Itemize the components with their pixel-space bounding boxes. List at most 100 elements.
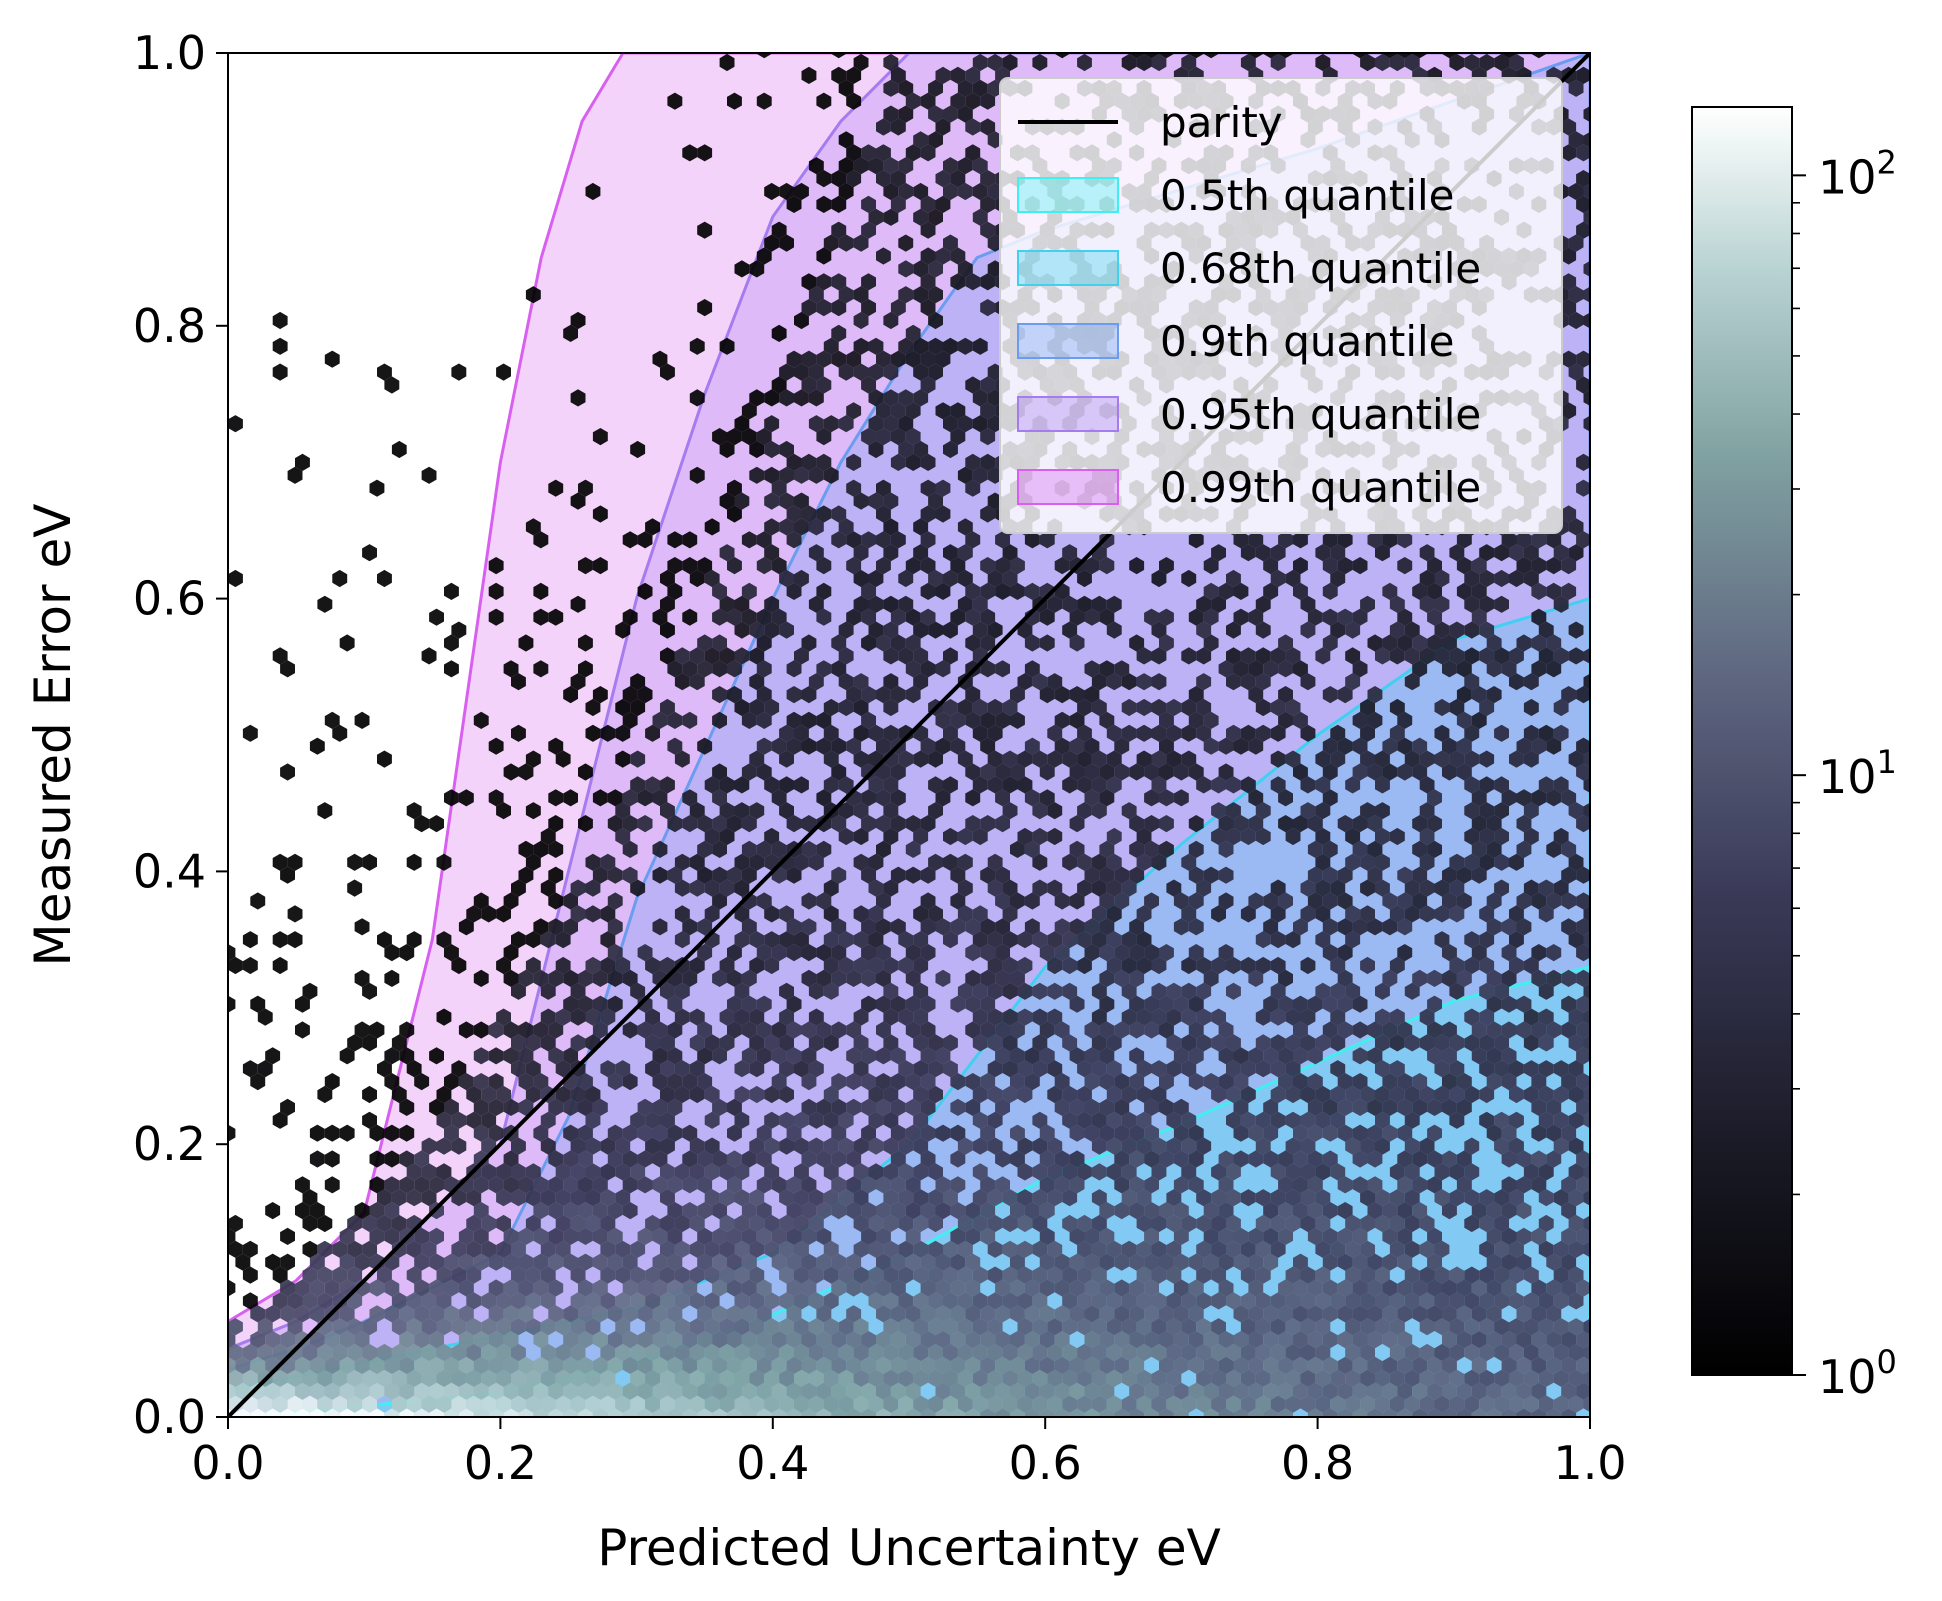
hexbin-cell: [1538, 1189, 1554, 1207]
hexbin-cell: [347, 1395, 363, 1413]
hexbin-cell: [592, 866, 608, 884]
hexbin-cell: [421, 647, 437, 665]
hexbin-cell: [1434, 1060, 1450, 1078]
hexbin-cell: [846, 737, 862, 755]
hexbin-cell: [1509, 544, 1524, 562]
hexbin-cell: [808, 982, 824, 1000]
hexbin-cell: [607, 1202, 623, 1220]
hexbin-cell: [600, 1266, 616, 1284]
hexbin-cell: [935, 969, 951, 987]
hexbin-cell: [622, 789, 638, 807]
hexbin-cell: [1039, 1382, 1055, 1400]
hexbin-cell: [1099, 1356, 1115, 1374]
hexbin-cell: [823, 724, 839, 742]
hexbin-cell: [533, 531, 549, 549]
hexbin-cell: [1471, 711, 1487, 729]
hexbin-cell: [1345, 982, 1361, 1000]
hexbin-cell: [667, 711, 683, 729]
hexbin-cell: [831, 815, 847, 833]
hexbin-cell: [1159, 1305, 1174, 1323]
hexbin-cell: [1293, 582, 1308, 600]
hexbin-cell: [488, 1021, 504, 1039]
hexbin-cell: [429, 1176, 444, 1194]
hexbin-cell: [563, 1408, 578, 1417]
hexbin-cell: [548, 815, 564, 833]
hexbin-cell: [1568, 750, 1584, 768]
hexbin-cell: [622, 1331, 638, 1349]
hexbin-cell: [712, 763, 727, 781]
hexbin-cell: [488, 1382, 504, 1400]
hexbin-cell: [1039, 1202, 1055, 1220]
hexbin-cell: [622, 1305, 638, 1323]
hexbin-cell: [1434, 750, 1450, 768]
hexbin-cell: [868, 363, 884, 381]
hexbin-cell: [1330, 1085, 1346, 1104]
hexbin-cell: [1583, 751, 1590, 768]
hexbin-cell: [1337, 557, 1353, 575]
hexbin-cell: [1255, 1214, 1271, 1233]
hexbin-cell: [682, 1279, 698, 1297]
hexbin-cell: [749, 1292, 765, 1310]
hexbin-cell: [1330, 1369, 1346, 1387]
hexbin-cell: [1211, 1240, 1226, 1258]
hexbin-cell: [444, 789, 459, 807]
hexbin-cell: [444, 1305, 459, 1323]
hexbin-cell: [1173, 763, 1189, 781]
hexbin-cell: [1002, 1008, 1018, 1026]
hexbin-cell: [749, 1034, 765, 1052]
hexbin-cell: [1427, 1227, 1442, 1245]
hexbin-cell: [980, 582, 996, 600]
hexbin-cell: [786, 1253, 802, 1271]
hexbin-cell: [295, 1408, 310, 1417]
hexbin-cell: [756, 892, 772, 910]
hexbin-cell: [228, 569, 243, 588]
hexbin-cell: [607, 944, 623, 962]
hexbin-cell: [712, 1227, 727, 1245]
hexbin-cell: [1166, 1214, 1182, 1233]
hexbin-cell: [1397, 1305, 1413, 1323]
hexbin-cell: [1531, 1331, 1547, 1349]
hexbin-cell: [302, 1240, 318, 1258]
hexbin-cell: [1501, 1021, 1517, 1039]
hexbin-cell: [660, 621, 675, 639]
hexbin-cell: [347, 879, 363, 897]
hexbin-cell: [853, 1060, 869, 1078]
hexbin-cell: [1091, 1292, 1107, 1310]
hexbin-cell: [518, 1356, 534, 1374]
hexbin-cell: [481, 1395, 497, 1413]
hexbin-cell: [980, 1202, 996, 1220]
hexbin-cell: [1203, 608, 1219, 626]
hexbin-cell: [1002, 879, 1018, 897]
hexbin-cell: [674, 1395, 690, 1413]
hexbin-cell: [1203, 969, 1219, 987]
hexbin-cell: [637, 944, 653, 962]
hexbin-cell: [727, 1408, 742, 1417]
hexbin-cell: [1516, 789, 1532, 807]
hexbin-cell: [630, 673, 646, 691]
hexbin-cell: [525, 1266, 541, 1284]
hexbin-cell: [1196, 1240, 1212, 1258]
hexbin-cell: [1404, 1240, 1420, 1258]
hexbin-cell: [1173, 1331, 1189, 1349]
hexbin-cell: [972, 337, 988, 355]
hexbin-cell: [764, 905, 780, 923]
hexbin-cell: [1375, 647, 1390, 665]
hexbin-cell: [324, 1176, 340, 1194]
hexbin-cell: [1062, 595, 1078, 613]
hexbin-cell: [741, 608, 757, 626]
hexbin-cell: [1531, 634, 1547, 652]
hexbin-cell: [1300, 802, 1316, 820]
hexbin-cell: [377, 363, 392, 381]
hexbin-cell: [704, 518, 720, 536]
hexbin-cell: [928, 1266, 943, 1284]
hexbin-cell: [1084, 1305, 1100, 1323]
hexbin-cell: [972, 776, 988, 794]
hexbin-cell: [1159, 1021, 1174, 1039]
hexbin-cell: [1471, 840, 1487, 858]
hexbin-cell: [1077, 595, 1092, 613]
hexbin-cell: [1077, 1292, 1092, 1310]
hexbin-cell: [987, 363, 1003, 381]
hexbin-cell: [1255, 647, 1271, 665]
hexbin-cell: [503, 1382, 519, 1400]
hexbin-cell: [1389, 621, 1405, 639]
